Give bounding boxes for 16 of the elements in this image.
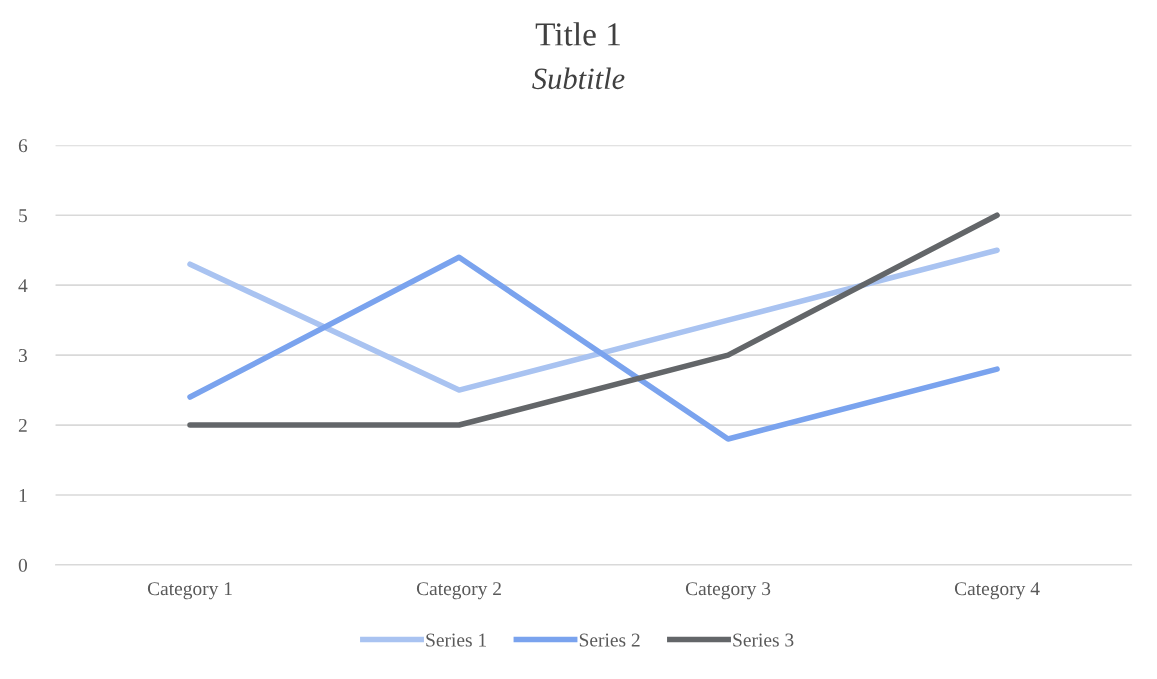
- legend-label: Series 2: [579, 633, 640, 647]
- chart-title: Title 1: [535, 22, 620, 46]
- y-tick-label: 1: [19, 488, 27, 502]
- y-tick-label: 5: [19, 209, 27, 223]
- legend-label: Series 1: [426, 633, 486, 647]
- x-tick-label: Category 3: [685, 582, 771, 600]
- x-tick-label: Category 4: [954, 582, 1040, 600]
- chart-subtitle: Subtitle: [532, 67, 625, 90]
- y-tick-label: 6: [18, 139, 28, 153]
- y-tick-label: 3: [18, 348, 27, 363]
- x-tick-label: Category 2: [416, 582, 501, 600]
- legend-label: Series 3: [733, 633, 794, 647]
- y-tick-label: 4: [18, 279, 28, 292]
- y-tick-label: 0: [18, 558, 28, 572]
- x-tick-label: Category 1: [147, 582, 232, 600]
- y-tick-label: 2: [18, 418, 27, 432]
